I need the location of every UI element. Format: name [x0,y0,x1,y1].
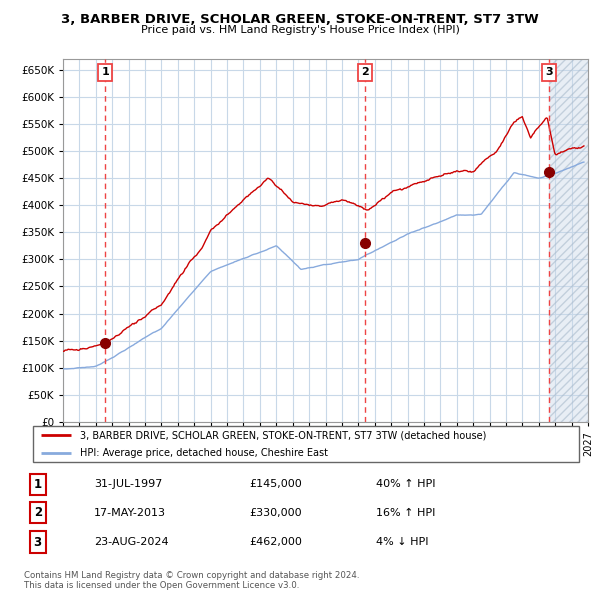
Text: 23-AUG-2024: 23-AUG-2024 [94,537,169,547]
Text: HPI: Average price, detached house, Cheshire East: HPI: Average price, detached house, Ches… [80,448,328,458]
FancyBboxPatch shape [33,427,579,461]
Text: 17-MAY-2013: 17-MAY-2013 [94,508,166,518]
Text: 3: 3 [34,536,42,549]
Text: Price paid vs. HM Land Registry's House Price Index (HPI): Price paid vs. HM Land Registry's House … [140,25,460,35]
Text: 3: 3 [545,67,553,77]
Text: 16% ↑ HPI: 16% ↑ HPI [376,508,436,518]
Text: 2: 2 [34,506,42,519]
Text: Contains HM Land Registry data © Crown copyright and database right 2024.
This d: Contains HM Land Registry data © Crown c… [24,571,359,590]
Text: £145,000: £145,000 [249,480,302,489]
Text: £462,000: £462,000 [249,537,302,547]
Text: 3, BARBER DRIVE, SCHOLAR GREEN, STOKE-ON-TRENT, ST7 3TW (detached house): 3, BARBER DRIVE, SCHOLAR GREEN, STOKE-ON… [80,430,486,440]
Text: 2: 2 [361,67,368,77]
Text: 40% ↑ HPI: 40% ↑ HPI [376,480,436,489]
Text: 31-JUL-1997: 31-JUL-1997 [94,480,163,489]
Text: £330,000: £330,000 [249,508,302,518]
Text: 1: 1 [101,67,109,77]
Text: 1: 1 [34,478,42,491]
Text: 3, BARBER DRIVE, SCHOLAR GREEN, STOKE-ON-TRENT, ST7 3TW: 3, BARBER DRIVE, SCHOLAR GREEN, STOKE-ON… [61,13,539,26]
Text: 4% ↓ HPI: 4% ↓ HPI [376,537,428,547]
